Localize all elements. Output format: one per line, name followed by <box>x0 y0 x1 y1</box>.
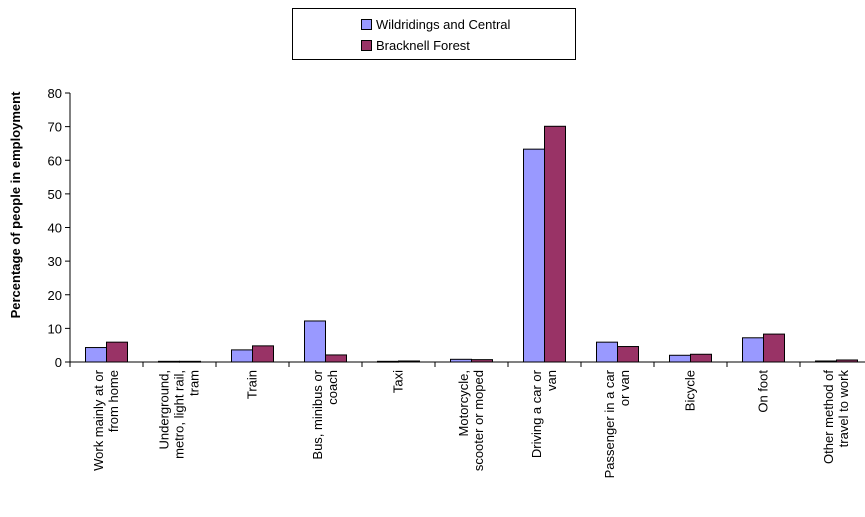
x-tick-label-group: Work mainly at or from home <box>91 369 121 471</box>
x-tick-label: from home <box>106 370 121 432</box>
legend-entry: Wildridings and Central <box>361 15 510 33</box>
bar-wildridings-8 <box>669 354 691 363</box>
legend-label: Wildridings and Central <box>376 16 511 32</box>
y-tick-label: 30 <box>48 254 62 269</box>
bar-wildridings-2 <box>231 349 253 363</box>
x-tick-label: Underground, <box>157 370 172 450</box>
bar-bracknell-1 <box>179 360 201 363</box>
x-tick-label: or van <box>617 370 632 406</box>
y-tick-label: 80 <box>48 86 62 101</box>
y-axis-label: Percentage of people in employment <box>8 91 23 318</box>
bar-bracknell-10 <box>836 359 858 363</box>
y-tick-label: 10 <box>48 321 62 336</box>
bar-bracknell-6 <box>544 125 566 363</box>
x-tick-label: Taxi <box>391 370 406 393</box>
chart-legend: Wildridings and Central Bracknell Forest <box>292 8 576 60</box>
x-tick-label: Bicycle <box>683 370 698 411</box>
x-tick-label: Work mainly at or <box>91 369 106 471</box>
bar-bracknell-3 <box>325 354 347 363</box>
y-tick-label: 70 <box>48 120 62 135</box>
chart-axes <box>65 92 865 367</box>
bar-bracknell-5 <box>471 359 493 363</box>
x-tick-label-group: Other method of travel to work <box>821 370 851 464</box>
bar-bracknell-2 <box>252 345 274 363</box>
x-tick-label: Passenger in a car <box>602 369 617 478</box>
bar-wildridings-10 <box>815 360 837 363</box>
legend-entry: Bracknell Forest <box>361 36 470 54</box>
bar-bracknell-7 <box>617 346 639 363</box>
bar-wildridings-5 <box>450 358 472 363</box>
bar-wildridings-0 <box>85 347 107 363</box>
x-tick-label-group: Passenger in a car or van <box>602 369 632 478</box>
y-tick-label: 60 <box>48 153 62 168</box>
bar-bracknell-8 <box>690 353 712 363</box>
x-tick-label: On foot <box>756 370 771 413</box>
x-tick-label-group: Bus, minibus or coach <box>310 369 340 459</box>
x-tick-labels: Work mainly at or from home Underground, me… <box>91 369 851 478</box>
x-tick-label-group: Underground, metro, light rail, tram <box>157 370 202 459</box>
y-tick-label: 50 <box>48 187 62 202</box>
legend-label: Bracknell Forest <box>376 37 470 53</box>
x-tick-label-group: Taxi <box>391 370 406 393</box>
x-tick-label: Driving a car or <box>529 369 544 458</box>
chart-bars <box>85 125 858 363</box>
x-tick-label: van <box>544 370 559 391</box>
bar-wildridings-9 <box>742 337 764 363</box>
x-tick-label-group: On foot <box>756 370 771 413</box>
x-tick-label: coach <box>325 370 340 405</box>
x-tick-label-group: Driving a car or van <box>529 369 559 458</box>
bar-wildridings-6 <box>523 148 545 363</box>
bar-wildridings-1 <box>158 360 180 363</box>
y-tick-label: 0 <box>55 355 62 370</box>
legend-swatch <box>361 18 372 30</box>
bar-bracknell-4 <box>398 360 420 363</box>
x-tick-label: Train <box>245 370 260 399</box>
x-tick-label: tram <box>187 370 202 396</box>
x-tick-label-group: Train <box>245 370 260 399</box>
y-tick-label: 40 <box>48 221 62 236</box>
x-tick-label: Other method of <box>821 370 836 464</box>
bar-bracknell-0 <box>106 341 128 363</box>
x-tick-label-group: Bicycle <box>683 370 698 411</box>
y-tick-labels: 0 10 20 30 40 50 60 70 80 <box>48 86 62 370</box>
bar-bracknell-9 <box>763 333 785 363</box>
x-tick-label-group: Motorcycle, scooter or moped <box>456 370 486 471</box>
bar-wildridings-7 <box>596 341 618 363</box>
x-tick-label: Motorcycle, <box>456 370 471 436</box>
bar-wildridings-4 <box>377 360 399 363</box>
x-tick-label: scooter or moped <box>471 370 486 471</box>
x-tick-label: travel to work <box>836 370 851 448</box>
y-tick-label: 20 <box>48 288 62 303</box>
x-tick-label: metro, light rail, <box>172 370 187 459</box>
x-tick-label: Bus, minibus or <box>310 369 325 459</box>
bar-wildridings-3 <box>304 320 326 363</box>
legend-swatch <box>361 39 372 51</box>
